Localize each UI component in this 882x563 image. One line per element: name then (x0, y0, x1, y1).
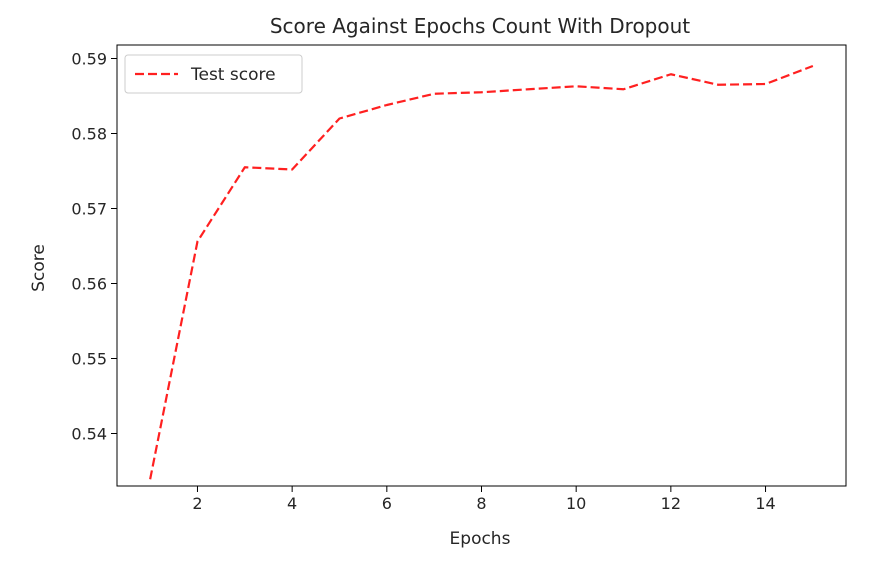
x-tick-label-10: 10 (566, 494, 586, 513)
y-tick-label-0.56: 0.56 (71, 275, 107, 294)
x-tick-label-8: 8 (476, 494, 486, 513)
chart-title: Score Against Epochs Count With Dropout (270, 14, 690, 38)
y-axis-label: Score (29, 244, 49, 292)
x-tick-label-4: 4 (287, 494, 297, 513)
y-tick-label-0.57: 0.57 (71, 200, 107, 219)
legend-frame (124, 54, 303, 94)
x-tick-label-6: 6 (382, 494, 392, 513)
plot-frame (116, 44, 847, 487)
plot-area: 2 4 6 8 10 12 14 0.54 0.55 0.56 0.57 0.58 0.59 (71, 44, 847, 513)
series-line-0 (149, 64, 814, 480)
legend: Test score (124, 54, 303, 94)
y-tick-label-0.55: 0.55 (71, 350, 107, 369)
x-tick-label-14: 14 (755, 494, 775, 513)
x-tick-label-12: 12 (661, 494, 681, 513)
y-tick-label-0.58: 0.58 (71, 125, 107, 144)
x-axis-label: Epochs (450, 529, 511, 549)
y-tick-label-0.54: 0.54 (71, 425, 107, 444)
x-tick-label-2: 2 (192, 494, 202, 513)
legend-label: Test score (190, 65, 276, 85)
y-tick-label-0.59: 0.59 (71, 50, 107, 69)
